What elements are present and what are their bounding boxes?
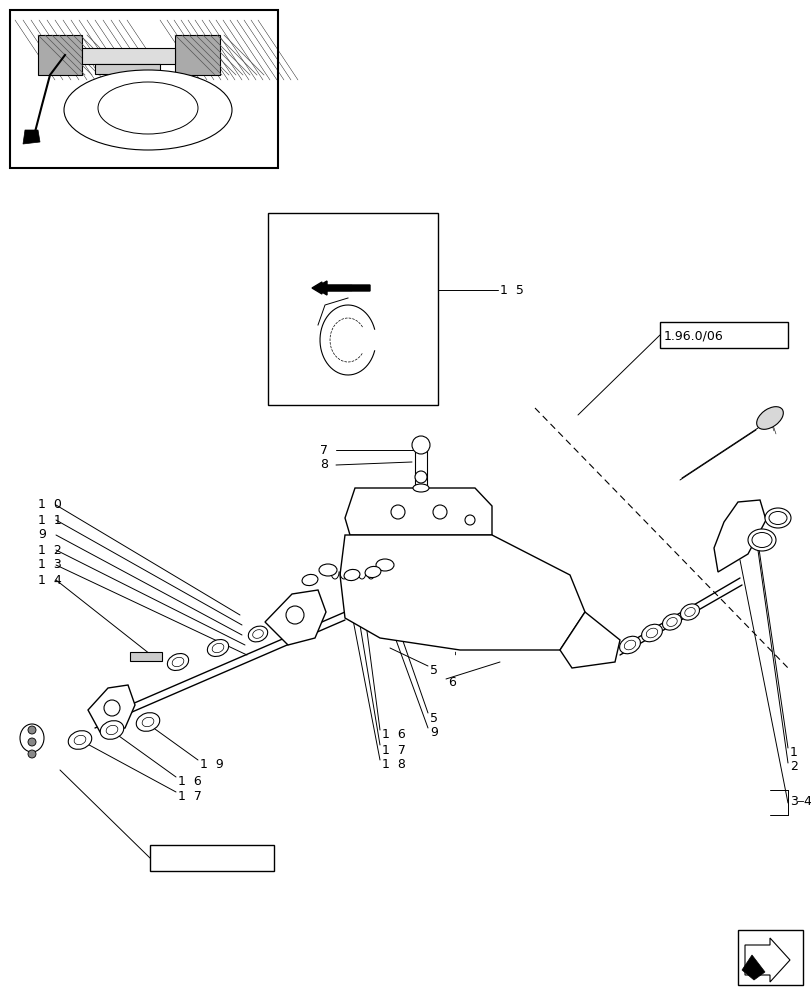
Polygon shape [744,938,789,982]
Circle shape [285,606,303,624]
FancyArrow shape [315,281,370,295]
Ellipse shape [375,559,393,571]
Polygon shape [88,685,135,732]
Ellipse shape [684,608,694,616]
Text: 3: 3 [789,795,797,808]
Ellipse shape [248,626,268,642]
Text: 4: 4 [802,795,810,808]
Ellipse shape [302,574,318,586]
Polygon shape [713,500,765,572]
Ellipse shape [646,628,657,638]
Polygon shape [23,130,40,144]
Bar [10,10,277,168]
Bar [95,64,160,74]
Circle shape [104,700,120,716]
Bar [268,213,437,405]
Ellipse shape [98,82,198,134]
Ellipse shape [167,654,188,670]
Ellipse shape [319,564,337,576]
Ellipse shape [172,657,183,667]
Ellipse shape [768,512,786,524]
Ellipse shape [680,604,698,620]
Text: ─: ─ [796,797,802,807]
Ellipse shape [662,614,680,630]
Bar [414,448,427,488]
Ellipse shape [365,566,380,578]
Circle shape [28,726,36,734]
Circle shape [414,471,427,483]
Bar [130,652,162,661]
Ellipse shape [624,640,635,650]
Text: 1  4: 1 4 [38,574,62,586]
Text: 1.96.0/06: 1.96.0/06 [663,330,723,342]
Ellipse shape [64,70,232,150]
Circle shape [391,505,405,519]
Text: 1  1: 1 1 [38,514,62,526]
Text: 1  6: 1 6 [178,775,201,788]
Text: 1.29.0/04: 1.29.0/04 [154,852,213,865]
Bar [737,930,802,985]
Ellipse shape [20,724,44,752]
Text: 9: 9 [38,528,45,542]
Ellipse shape [252,630,263,638]
Text: 1: 1 [789,746,797,758]
Text: 9: 9 [430,726,437,740]
Circle shape [28,750,36,758]
Bar [659,322,787,348]
Ellipse shape [747,529,775,551]
Text: 5: 5 [430,712,437,724]
Ellipse shape [68,731,92,749]
Ellipse shape [764,508,790,528]
Ellipse shape [106,725,118,735]
Ellipse shape [74,735,86,745]
Text: 1  5: 1 5 [500,284,523,296]
Ellipse shape [207,640,229,656]
Polygon shape [175,35,220,75]
Ellipse shape [666,618,676,626]
Text: 5: 5 [430,664,437,676]
Ellipse shape [641,624,662,642]
Ellipse shape [212,643,224,653]
Text: 7: 7 [320,444,328,456]
Circle shape [411,436,430,454]
Text: 1  2: 1 2 [38,544,62,556]
Text: 1  8: 1 8 [381,758,406,772]
Polygon shape [264,590,325,645]
Ellipse shape [142,717,153,727]
Text: 1  7: 1 7 [178,790,202,803]
Ellipse shape [344,569,359,581]
Bar [150,845,273,871]
Text: 1  0: 1 0 [38,498,62,512]
Text: 1  3: 1 3 [38,558,62,572]
Ellipse shape [619,636,640,654]
Ellipse shape [100,721,123,739]
Text: 1  9: 1 9 [200,758,224,772]
Ellipse shape [751,532,771,548]
Polygon shape [560,612,620,668]
Text: 1  7: 1 7 [381,744,406,756]
Polygon shape [345,488,491,535]
Text: 6: 6 [448,676,455,690]
Circle shape [465,515,474,525]
Circle shape [28,738,36,746]
Text: 2: 2 [789,760,797,774]
Ellipse shape [413,484,428,492]
Polygon shape [38,35,82,75]
Ellipse shape [756,407,783,429]
Ellipse shape [136,713,160,731]
FancyArrow shape [311,282,351,294]
Text: 1  6: 1 6 [381,728,406,742]
Circle shape [432,505,446,519]
Polygon shape [340,535,584,650]
Bar [82,48,175,64]
Text: 8: 8 [320,458,328,472]
Polygon shape [741,955,764,980]
